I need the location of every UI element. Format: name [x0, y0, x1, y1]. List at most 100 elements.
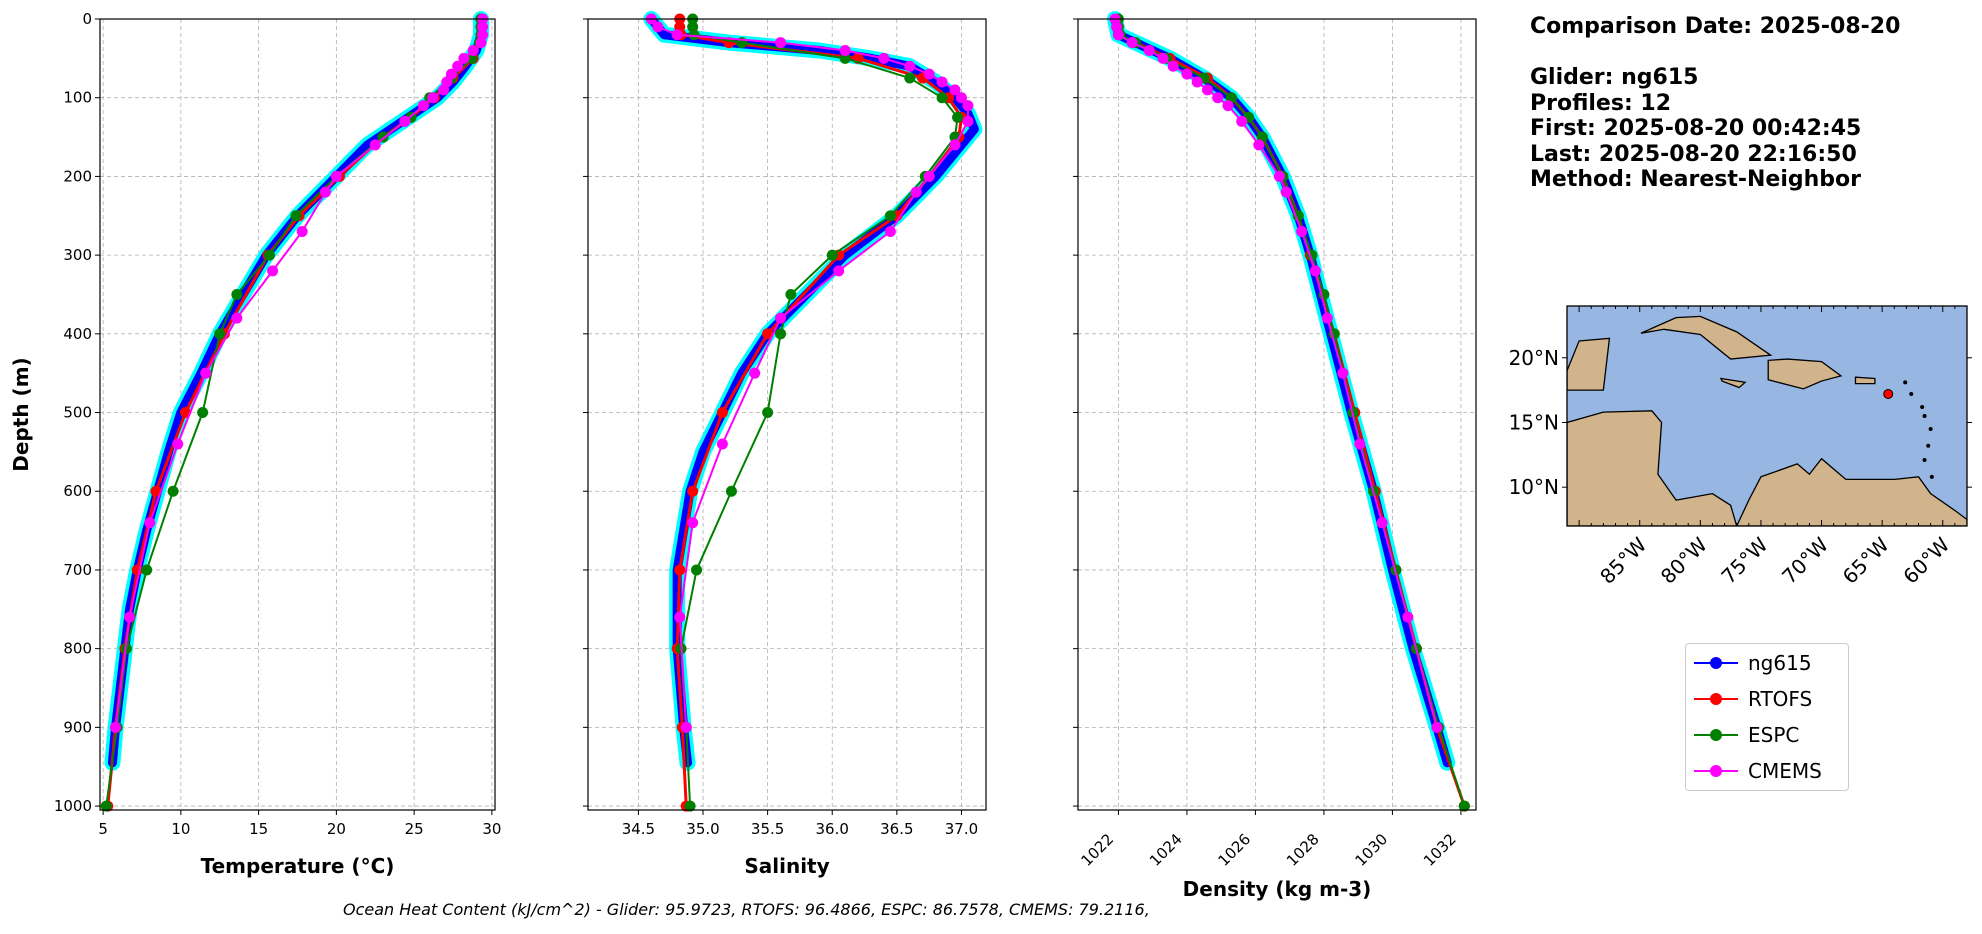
legend-label: ng615 — [1748, 651, 1812, 675]
y-tick-label: 0 — [82, 10, 92, 28]
data-point-CMEMS — [1157, 52, 1169, 64]
data-point-CMEMS — [172, 438, 184, 450]
map-island — [1903, 380, 1908, 385]
data-point-ESPC — [167, 485, 179, 497]
x-tick-label: 35.0 — [686, 820, 719, 838]
x-tick-label: 35.5 — [751, 820, 784, 838]
map-lon-label: 70°W — [1777, 532, 1833, 588]
data-point-ESPC — [691, 564, 703, 576]
series-line-ng615 — [1110, 14, 1452, 768]
x-tick-label: 10 — [171, 820, 190, 838]
data-point-CMEMS — [369, 139, 381, 151]
x-axis-label: Temperature (°C) — [201, 854, 395, 878]
legend-swatch — [1694, 765, 1738, 777]
x-tick-label: 36.5 — [880, 820, 913, 838]
data-point-ESPC — [688, 29, 700, 41]
map-lon-label: 65°W — [1838, 532, 1894, 588]
x-tick-label: 25 — [405, 820, 424, 838]
map-land — [1567, 337, 1611, 391]
data-point-RTOFS — [687, 485, 699, 497]
ohc-caption: Ocean Heat Content (kJ/cm^2) - Glider: 9… — [343, 900, 1150, 919]
legend-swatch — [1694, 657, 1738, 669]
panel-0: 5 10 15 20 25 3001002003004005006007008009001… — [9, 10, 501, 878]
data-point-ESPC — [1458, 800, 1470, 812]
data-point-CMEMS — [680, 721, 692, 733]
map-land — [1854, 376, 1876, 385]
data-point-CMEMS — [1431, 721, 1443, 733]
y-tick-label: 400 — [63, 325, 92, 343]
map-lon-label: 75°W — [1716, 532, 1772, 588]
series-line-ng615 — [646, 14, 979, 768]
x-tick-label: 34.5 — [622, 820, 655, 838]
y-tick-label: 1000 — [54, 797, 92, 815]
data-point-CMEMS — [949, 139, 961, 151]
data-point-ESPC — [936, 92, 948, 104]
glider-profile-spread — [643, 11, 983, 771]
y-tick-label: 800 — [63, 640, 92, 658]
legend-item-espc: ESPC — [1686, 718, 1848, 752]
data-point-ESPC — [141, 564, 153, 576]
legend-swatch — [1694, 693, 1738, 705]
data-point-CMEMS — [1181, 68, 1193, 80]
data-point-RTOFS — [716, 407, 728, 419]
data-point-CMEMS — [674, 611, 686, 623]
data-point-ESPC — [231, 288, 243, 300]
data-point-ESPC — [952, 111, 964, 123]
map-land — [1735, 457, 1967, 526]
y-axis-label: Depth (m) — [9, 357, 33, 471]
data-point-CMEMS — [1309, 265, 1321, 277]
data-point-CMEMS — [1201, 84, 1213, 96]
series-line-CMEMS — [114, 19, 484, 728]
data-point-CMEMS — [1143, 44, 1155, 56]
x-tick-label: 1022 — [1078, 830, 1118, 870]
y-tick-label: 200 — [63, 167, 92, 185]
data-point-CMEMS — [1126, 37, 1138, 49]
map-land — [1719, 377, 1747, 389]
info-panel: Comparison Date: 2025-08-20 Glider: ng61… — [1530, 14, 1900, 193]
data-point-CMEMS — [1112, 29, 1124, 41]
data-point-CMEMS — [839, 44, 851, 56]
map-island — [1922, 458, 1927, 462]
legend-item-ng615: ng615 — [1686, 646, 1848, 680]
map-lat-label: 15°N — [1509, 410, 1559, 434]
data-point-CMEMS — [124, 611, 136, 623]
map-island — [1920, 404, 1925, 409]
map-island — [1928, 426, 1933, 431]
data-point-ESPC — [775, 328, 787, 340]
x-tick-label: 37.0 — [945, 820, 978, 838]
legend-item-cmems: CMEMS — [1686, 754, 1848, 788]
legend: ng615 RTOFS ESPC CMEMS — [1685, 643, 1849, 791]
data-point-ESPC — [214, 328, 226, 340]
x-tick-label: 30 — [482, 820, 501, 838]
map-island — [1922, 414, 1927, 418]
data-point-CMEMS — [775, 37, 787, 49]
map-island — [1929, 474, 1934, 479]
data-point-ESPC — [904, 72, 916, 84]
y-tick-label: 900 — [63, 718, 92, 736]
data-point-CMEMS — [962, 100, 974, 112]
data-point-CMEMS — [936, 76, 948, 88]
data-point-CMEMS — [923, 170, 935, 182]
profiles-count: Profiles: 12 — [1530, 90, 1672, 116]
data-point-ESPC — [264, 249, 276, 261]
series-line-ng615 — [107, 14, 486, 768]
map-lat-label: 10°N — [1509, 475, 1559, 499]
data-point-CMEMS — [110, 721, 122, 733]
data-point-CMEMS — [1354, 438, 1366, 450]
data-point-ESPC — [684, 800, 696, 812]
x-axis-label: Salinity — [744, 854, 829, 878]
data-point-CMEMS — [687, 517, 699, 529]
data-point-RTOFS — [762, 328, 774, 340]
map-lat-label: 20°N — [1509, 346, 1559, 370]
glider-name: Glider: ng615 — [1530, 65, 1699, 90]
legend-item-rtofs: RTOFS — [1686, 682, 1848, 716]
data-point-CMEMS — [749, 367, 761, 379]
panel-2: 1022 1024 1026 1028 1030 1032 Density (kg m-3) — [1073, 11, 1477, 901]
data-point-CMEMS — [477, 21, 489, 33]
data-point-CMEMS — [962, 115, 974, 127]
data-point-CMEMS — [452, 60, 464, 72]
data-point-CMEMS — [267, 265, 279, 277]
data-point-CMEMS — [955, 92, 967, 104]
data-point-CMEMS — [330, 170, 342, 182]
method: Method: Nearest-Neighbor — [1530, 167, 1861, 192]
